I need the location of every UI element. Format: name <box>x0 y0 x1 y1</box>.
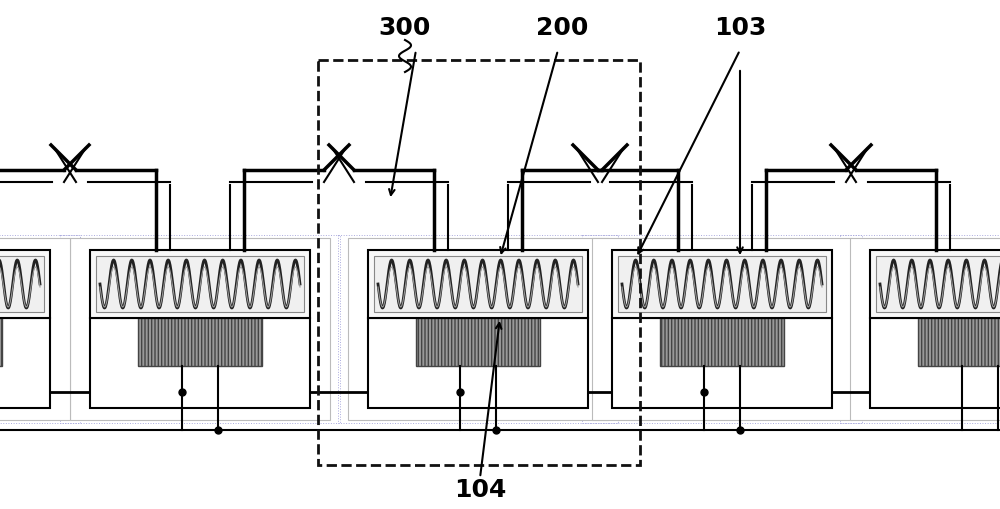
Bar <box>70 238 330 420</box>
Bar <box>374 256 582 312</box>
Text: 103: 103 <box>714 16 766 40</box>
Bar <box>338 235 618 423</box>
Bar <box>612 250 832 318</box>
Bar <box>348 238 608 420</box>
Bar <box>90 318 310 408</box>
Bar <box>318 60 640 465</box>
Text: 104: 104 <box>454 478 506 502</box>
Bar <box>0 235 80 423</box>
Bar <box>368 250 588 318</box>
Bar <box>138 318 262 366</box>
Text: 200: 200 <box>536 16 588 40</box>
Bar <box>918 318 1000 366</box>
Bar <box>0 238 70 420</box>
Bar <box>870 318 1000 408</box>
Bar <box>60 235 340 423</box>
Bar <box>416 318 540 366</box>
Bar <box>96 256 304 312</box>
Bar <box>0 318 2 366</box>
Bar <box>592 238 852 420</box>
Bar <box>0 256 44 312</box>
Bar <box>90 250 310 318</box>
Bar <box>582 235 862 423</box>
Bar <box>850 238 1000 420</box>
Bar <box>870 250 1000 318</box>
Bar <box>0 318 50 408</box>
Bar <box>660 318 784 366</box>
Bar <box>618 256 826 312</box>
Bar <box>840 235 1000 423</box>
Bar <box>368 318 588 408</box>
Text: 300: 300 <box>379 16 431 40</box>
Bar <box>876 256 1000 312</box>
Bar <box>612 318 832 408</box>
Bar <box>0 250 50 318</box>
